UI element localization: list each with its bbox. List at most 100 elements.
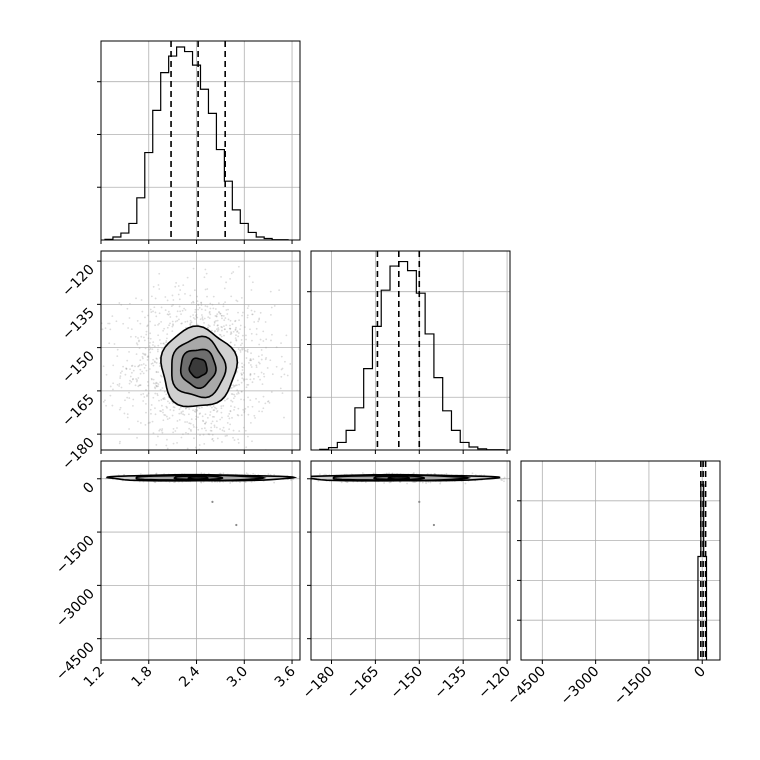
scatter-point	[158, 399, 160, 402]
scatter-point	[145, 369, 148, 372]
scatter-point	[150, 311, 153, 313]
scatter-point	[149, 308, 152, 311]
x-tick-label: 0	[691, 664, 709, 682]
scatter-point	[197, 416, 199, 419]
x-tick-label: 1.8	[129, 664, 156, 691]
scatter-point	[318, 473, 321, 475]
scatter-point	[153, 481, 156, 484]
scatter-point	[174, 450, 176, 452]
scatter-point	[271, 373, 274, 376]
scatter-point	[144, 316, 146, 319]
scatter-point	[123, 412, 126, 415]
scatter-point	[172, 303, 174, 306]
scatter-point	[249, 328, 251, 331]
contour-line	[173, 475, 224, 481]
scatter-point	[242, 426, 245, 429]
scatter-point	[127, 327, 130, 329]
scatter-point	[250, 352, 252, 355]
scatter-point	[205, 429, 207, 432]
scatter-point	[257, 320, 260, 323]
y-tick-label: −120	[59, 262, 98, 301]
panel-frame	[100, 460, 301, 661]
scatter-point	[213, 426, 216, 428]
contour-line	[187, 475, 209, 480]
scatter-point	[258, 317, 261, 320]
scatter-point	[156, 394, 159, 397]
scatter-point	[171, 414, 174, 417]
scatter-point	[172, 299, 175, 301]
scatter-point	[155, 357, 158, 360]
scatter-point	[126, 396, 129, 399]
scatter-point	[307, 476, 309, 478]
panel-frame	[520, 460, 721, 661]
scatter-point	[221, 416, 223, 419]
scatter-point	[158, 288, 161, 290]
scatter-point	[195, 409, 198, 412]
scatter-point	[141, 355, 144, 358]
scatter-point	[222, 303, 225, 305]
scatter-point	[192, 314, 194, 316]
scatter-point	[245, 334, 247, 337]
scatter-point	[155, 472, 157, 475]
scatter-point	[226, 434, 228, 437]
scatter-point	[120, 303, 123, 306]
scatter-point	[205, 421, 207, 424]
scatter-point	[118, 408, 121, 411]
scatter-point	[241, 369, 244, 371]
scatter-point	[179, 406, 182, 409]
scatter-point	[225, 281, 227, 284]
scatter-point	[258, 401, 260, 403]
scatter-point	[189, 428, 192, 431]
scatter-point	[138, 339, 140, 342]
scatter-point	[176, 427, 178, 429]
scatter-point	[503, 476, 506, 479]
scatter-point	[257, 355, 260, 358]
scatter-point	[176, 441, 178, 444]
scatter-point	[190, 418, 193, 421]
scatter-point	[222, 305, 225, 308]
scatter-point	[146, 325, 149, 328]
scatter-point	[244, 429, 247, 432]
scatter-point	[180, 436, 183, 439]
scatter-point	[101, 328, 104, 331]
x-tick-label: −4500	[504, 664, 549, 709]
scatter-point	[228, 412, 231, 415]
scatter-point	[141, 310, 144, 313]
scatter-point	[147, 314, 149, 317]
scatter-point	[225, 324, 228, 327]
scatter-point	[471, 472, 474, 475]
scatter-point	[158, 365, 161, 367]
scatter-point	[195, 426, 198, 429]
scatter-point	[200, 301, 203, 304]
scatter-point	[255, 333, 258, 336]
scatter-point	[251, 440, 253, 443]
scatter-point	[148, 368, 151, 370]
scatter-point	[112, 382, 115, 385]
scatter-point	[259, 378, 261, 381]
scatter-point	[158, 429, 161, 432]
scatter-point	[255, 366, 258, 369]
scatter-point	[240, 414, 243, 417]
scatter-point	[268, 401, 271, 404]
scatter-point	[206, 327, 209, 329]
scatter-point	[192, 455, 194, 457]
scatter-point	[163, 390, 166, 393]
scatter-point	[212, 405, 215, 407]
scatter-point	[155, 385, 158, 387]
scatter-point	[412, 472, 415, 474]
scatter-point	[164, 296, 167, 298]
scatter-point	[172, 402, 174, 405]
scatter-point	[229, 319, 232, 322]
scatter-point	[208, 310, 211, 313]
scatter-point	[137, 337, 139, 339]
scatter-point	[118, 383, 121, 385]
scatter-point	[171, 294, 174, 297]
scatter-point	[234, 329, 237, 331]
scatter-point	[225, 398, 228, 401]
scatter-point	[324, 473, 326, 476]
scatter-point	[162, 342, 165, 345]
scatter-point	[179, 289, 182, 291]
scatter-point	[364, 481, 367, 484]
scatter-point	[108, 342, 111, 345]
scatter-point	[224, 435, 227, 437]
